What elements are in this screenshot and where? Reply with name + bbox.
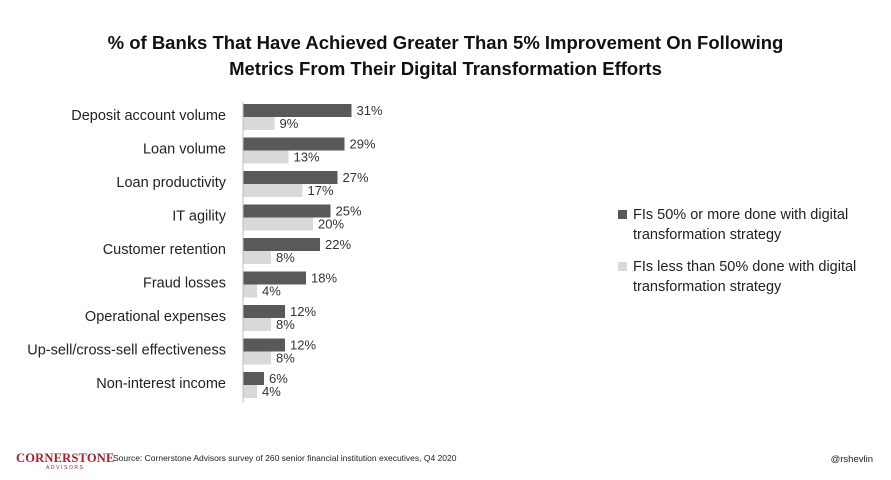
chart-title: % of Banks That Have Achieved Greater Th… — [0, 30, 891, 82]
data-label-series-2: 4% — [262, 284, 281, 299]
author-handle: @rshevlin — [830, 454, 873, 465]
legend-label-series-2-line-1: FIs less than 50% done with digital — [633, 259, 857, 275]
category-label: Up-sell/cross-sell effectiveness — [27, 343, 226, 359]
data-label-series-2: 17% — [308, 183, 334, 198]
data-label-series-1: 18% — [311, 271, 337, 286]
bar-series-1 — [243, 104, 352, 117]
data-label-series-2: 4% — [262, 384, 281, 399]
logo-subtitle: ADVISORS — [45, 465, 85, 471]
legend-swatch-series-2 — [618, 262, 627, 271]
bar-series-1 — [243, 171, 338, 184]
category-label: Fraud losses — [143, 276, 226, 292]
bar-series-2 — [243, 318, 271, 331]
bar-series-1 — [243, 372, 264, 385]
data-label-series-1: 12% — [290, 338, 316, 353]
chart-title-line-1: % of Banks That Have Achieved Greater Th… — [107, 32, 784, 53]
bar-chart: Deposit account volume 31% 9% Loan volume 29… — [27, 102, 383, 403]
cornerstone-logo: CORNERSTONE ADVISORS — [16, 451, 115, 472]
data-label-series-1: 12% — [290, 304, 316, 319]
bar-series-1 — [243, 238, 320, 251]
bar-series-2 — [243, 117, 275, 130]
bar-series-2 — [243, 284, 257, 298]
legend-item-series-1: FIs 50% or more done with digital transf… — [618, 205, 878, 245]
data-label-series-1: 22% — [325, 237, 351, 252]
data-label-series-2: 20% — [318, 217, 344, 232]
bar-series-1 — [243, 204, 331, 218]
legend-swatch-series-1 — [618, 210, 627, 219]
data-label-series-2: 9% — [280, 116, 299, 131]
legend-label-series-2-line-2: transformation strategy — [633, 279, 782, 295]
bar-series-1 — [243, 137, 345, 151]
category-label: Operational expenses — [85, 309, 226, 325]
data-label-series-2: 13% — [294, 150, 320, 165]
bar-series-2 — [243, 351, 271, 365]
chart-legend: FIs 50% or more done with digital transf… — [618, 205, 878, 309]
bar-series-2 — [243, 385, 257, 398]
legend-item-series-2: FIs less than 50% done with digital tran… — [618, 257, 878, 297]
data-label-series-1: 31% — [357, 103, 383, 118]
data-label-series-1: 6% — [269, 371, 288, 386]
data-label-series-1: 29% — [350, 137, 376, 152]
data-label-series-2: 8% — [276, 351, 295, 366]
bar-series-1 — [243, 305, 285, 318]
category-label: IT agility — [172, 209, 226, 225]
bar-series-2 — [243, 150, 289, 164]
data-label-series-1: 25% — [336, 204, 362, 219]
category-label: Deposit account volume — [71, 108, 226, 124]
data-label-series-1: 27% — [343, 170, 369, 185]
bar-series-1 — [243, 271, 306, 285]
category-label: Non-interest income — [96, 376, 226, 392]
bar-series-2 — [243, 184, 303, 197]
legend-label-series-1-line-2: transformation strategy — [633, 227, 782, 243]
category-label: Loan volume — [143, 142, 226, 158]
legend-label-series-1-line-1: FIs 50% or more done with digital — [633, 207, 849, 223]
category-label: Loan productivity — [116, 175, 226, 191]
logo-wordmark: CORNERSTONE — [16, 451, 115, 465]
chart-title-line-2: Metrics From Their Digital Transformatio… — [229, 58, 662, 79]
source-note: Source: Cornerstone Advisors survey of 2… — [113, 453, 457, 463]
data-label-series-2: 8% — [276, 250, 295, 265]
bar-series-2 — [243, 251, 271, 264]
category-label: Customer retention — [103, 242, 226, 258]
data-label-series-2: 8% — [276, 317, 295, 332]
bar-series-2 — [243, 217, 313, 231]
bar-series-1 — [243, 338, 285, 352]
